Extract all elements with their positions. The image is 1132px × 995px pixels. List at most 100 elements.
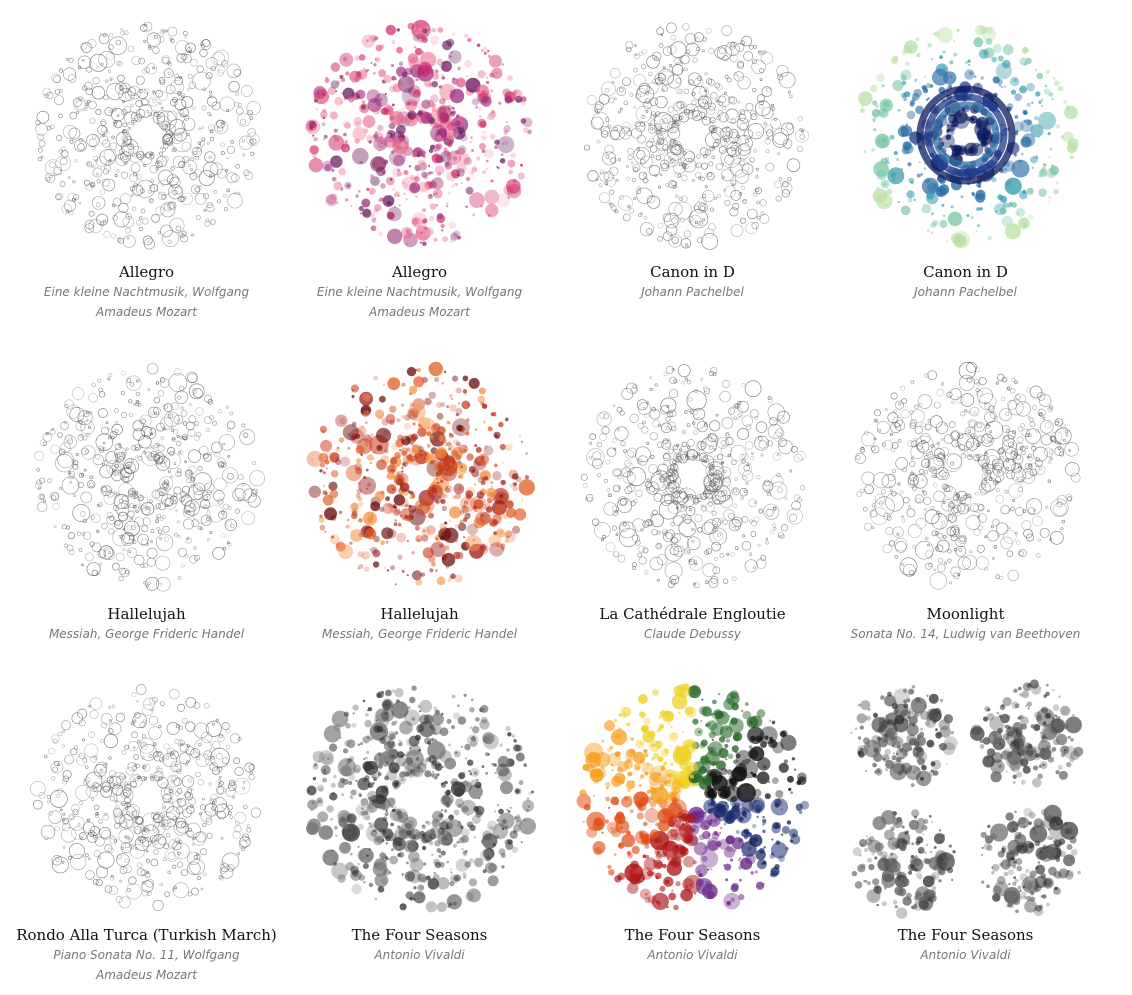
note-mark xyxy=(761,107,773,119)
gallery-item[interactable]: La Cathédrale Engloutie Claude Debussy xyxy=(556,352,829,644)
note-mark xyxy=(740,185,745,190)
note-mark xyxy=(151,696,158,703)
note-mark xyxy=(120,370,126,376)
note-mark xyxy=(697,176,701,180)
note-mark xyxy=(751,221,759,230)
note-mark xyxy=(132,420,144,432)
gallery-item[interactable]: Hallelujah Messiah, George Frideric Hand… xyxy=(283,352,556,644)
note-mark xyxy=(143,23,147,27)
gallery-item[interactable]: Canon in D Johann Pachelbel xyxy=(829,10,1102,302)
note-mark xyxy=(765,508,773,517)
note-mark xyxy=(357,551,364,558)
note-mark xyxy=(194,155,199,161)
note-mark xyxy=(645,442,649,446)
gallery-item[interactable]: Moonlight Sonata No. 14, Ludwig van Beet… xyxy=(829,352,1102,644)
note-mark xyxy=(133,516,144,527)
note-mark xyxy=(324,491,328,495)
piece-subtitle: Johann Pachelbel xyxy=(641,285,744,299)
note-mark xyxy=(968,550,972,554)
gallery-item[interactable]: The Four Seasons Antonio Vivaldi xyxy=(283,673,556,965)
note-mark xyxy=(695,454,702,461)
note-mark xyxy=(706,466,724,483)
note-mark xyxy=(436,576,445,586)
note-mark xyxy=(1049,147,1052,151)
note-mark xyxy=(191,832,206,846)
note-mark xyxy=(452,439,459,445)
note-mark xyxy=(105,490,114,498)
note-mark xyxy=(434,569,438,573)
note-mark xyxy=(228,411,233,416)
gallery-item[interactable]: Rondo Alla Turca (Turkish March) Piano S… xyxy=(10,673,283,985)
note-mark xyxy=(251,461,256,466)
note-mark xyxy=(173,462,176,465)
note-mark xyxy=(211,547,225,560)
note-mark xyxy=(448,433,454,439)
note-mark xyxy=(361,208,371,218)
note-mark xyxy=(408,410,415,417)
note-mark xyxy=(85,411,89,415)
gallery-item[interactable]: Allegro Eine kleine Nachtmusik, Wolfgang… xyxy=(283,10,556,322)
note-mark xyxy=(107,70,111,74)
note-mark xyxy=(77,55,91,69)
note-mark xyxy=(87,857,91,861)
note-mark xyxy=(359,212,362,215)
note-mark xyxy=(103,491,116,505)
note-mark xyxy=(1015,540,1021,545)
note-mark xyxy=(232,757,240,765)
note-mark xyxy=(720,462,723,465)
note-mark xyxy=(245,132,260,146)
note-mark xyxy=(489,519,498,528)
note-mark xyxy=(734,42,744,52)
note-mark xyxy=(433,439,437,442)
note-mark xyxy=(932,490,945,503)
note-mark xyxy=(135,400,139,404)
note-mark xyxy=(613,426,629,441)
note-mark xyxy=(52,738,58,744)
note-mark xyxy=(729,552,735,557)
note-mark xyxy=(457,804,462,808)
note-mark xyxy=(914,425,923,435)
note-mark xyxy=(956,502,966,512)
note-mark xyxy=(593,104,602,113)
note-mark xyxy=(688,559,692,563)
note-mark xyxy=(208,174,212,178)
note-mark xyxy=(321,108,327,113)
note-mark xyxy=(493,75,496,78)
note-mark xyxy=(1014,507,1024,517)
gallery-item[interactable]: Hallelujah Messiah, George Frideric Hand… xyxy=(10,352,283,644)
note-mark xyxy=(741,453,748,460)
note-mark xyxy=(995,494,1004,504)
note-mark xyxy=(940,520,945,525)
note-mark xyxy=(250,807,261,818)
note-mark xyxy=(513,508,526,521)
music-visualization xyxy=(580,364,806,589)
note-mark xyxy=(225,188,230,193)
note-mark xyxy=(612,551,619,558)
note-mark xyxy=(405,749,424,768)
note-mark xyxy=(134,446,139,451)
note-mark xyxy=(341,120,349,127)
note-mark xyxy=(129,185,135,192)
note-mark xyxy=(490,485,493,488)
note-mark xyxy=(91,76,100,85)
note-mark xyxy=(637,422,644,429)
note-mark xyxy=(448,462,452,466)
note-mark xyxy=(121,129,129,136)
note-mark xyxy=(741,199,747,204)
note-mark xyxy=(388,503,392,507)
gallery-item[interactable]: Allegro Eine kleine Nachtmusik, Wolfgang… xyxy=(10,10,283,322)
note-mark xyxy=(954,441,961,447)
gallery-item[interactable]: Canon in D Johann Pachelbel xyxy=(556,10,829,302)
note-mark xyxy=(37,486,41,490)
note-mark xyxy=(430,487,437,494)
note-mark xyxy=(1003,435,1009,442)
note-mark xyxy=(165,84,175,95)
note-mark xyxy=(95,433,113,451)
note-mark xyxy=(186,851,200,865)
note-mark xyxy=(406,539,409,543)
note-mark xyxy=(362,115,375,128)
note-mark xyxy=(675,62,679,66)
note-mark xyxy=(758,104,763,109)
note-mark xyxy=(717,112,729,123)
note-mark xyxy=(893,555,898,559)
